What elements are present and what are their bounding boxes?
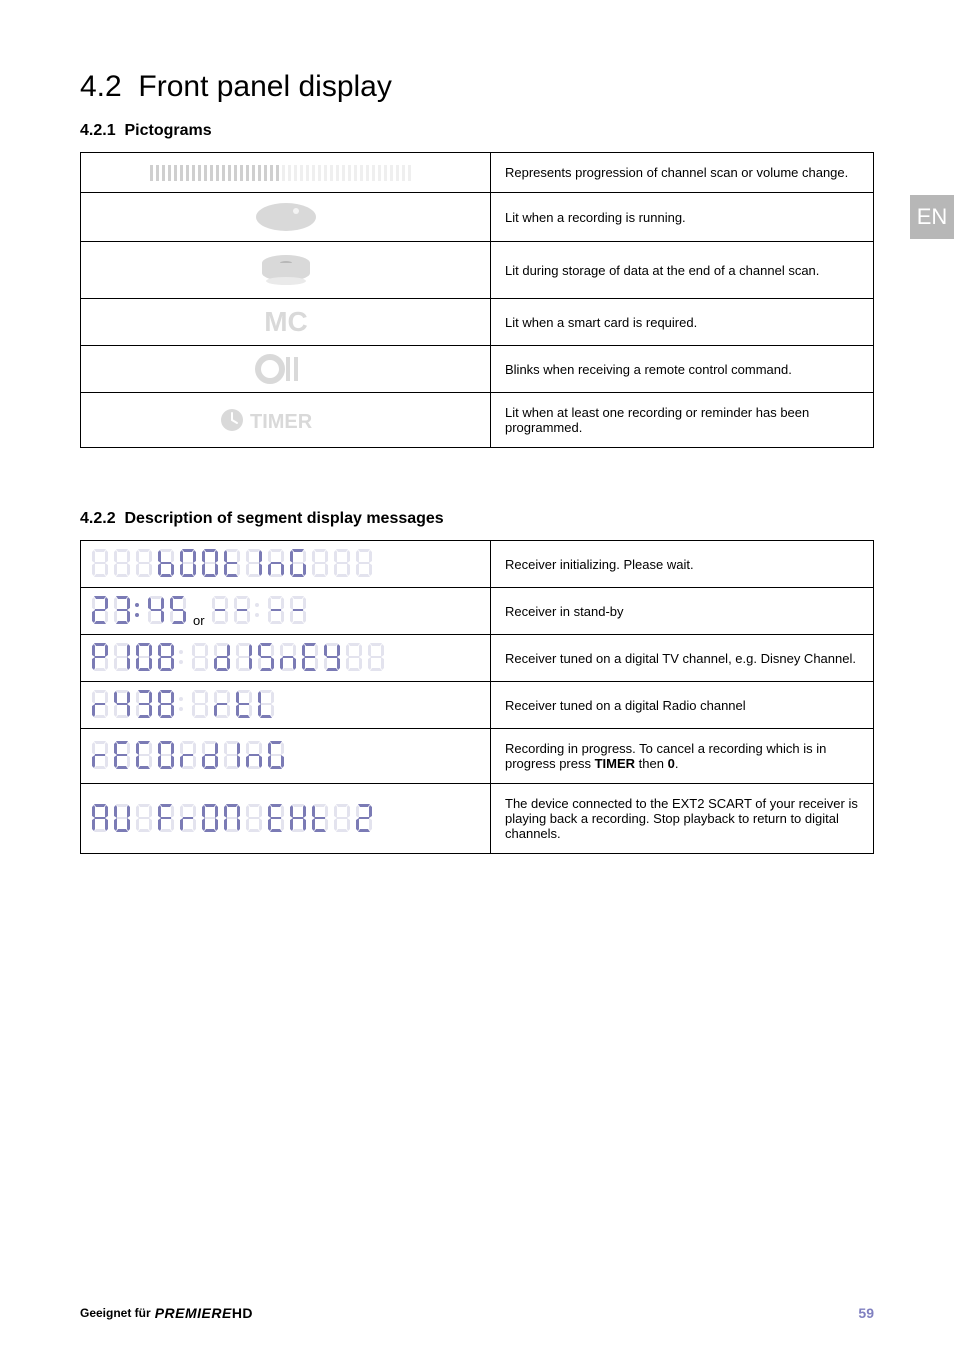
segment-display-cell	[81, 541, 491, 588]
segment-desc: Receiver tuned on a digital TV channel, …	[491, 635, 874, 682]
segment-char	[113, 547, 131, 579]
table-row: Lit when a recording is running.	[81, 193, 874, 242]
segment-char	[245, 739, 263, 771]
brand-name: PREMIERE	[155, 1305, 232, 1321]
segment-char	[157, 739, 175, 771]
section-title: 4.2 Front panel display	[80, 70, 874, 104]
segment-display-cell: or	[81, 588, 491, 635]
segment-display-cell	[81, 682, 491, 729]
segment-desc: Receiver tuned on a digital Radio channe…	[491, 682, 874, 729]
segments-table: Receiver initializing. Please wait. or R…	[80, 540, 874, 854]
pictograms-table: Represents progression of channel scan o…	[80, 152, 874, 448]
table-row: Receiver tuned on a digital Radio channe…	[81, 682, 874, 729]
pictogram-icon-cell	[81, 242, 491, 299]
segment-char	[179, 547, 197, 579]
pictogram-icon-cell: TIMER	[81, 393, 491, 448]
segment-desc: Recording in progress. To cancel a recor…	[491, 729, 874, 784]
table-row: Receiver tuned on a digital TV channel, …	[81, 635, 874, 682]
pictogram-icon-cell: MC	[81, 299, 491, 346]
segment-char	[91, 739, 109, 771]
footer-prefix: Geeignet für	[80, 1306, 151, 1320]
segment-desc: Receiver initializing. Please wait.	[491, 541, 874, 588]
segment-char	[135, 547, 153, 579]
table-row: or Receiver in stand-by	[81, 588, 874, 635]
segment-char	[179, 739, 197, 771]
subsection1-title: Pictograms	[124, 122, 211, 139]
svg-text:TIMER: TIMER	[250, 411, 313, 433]
table-row: Recording in progress. To cancel a recor…	[81, 729, 874, 784]
language-badge: EN	[910, 195, 954, 239]
svg-text:MC: MC	[264, 306, 308, 337]
segment-display-cell	[81, 784, 491, 854]
brand-suffix: HD	[232, 1305, 253, 1321]
section-number: 4.2	[80, 70, 122, 103]
segment-desc: The device connected to the EXT2 SCART o…	[491, 784, 874, 854]
subsection-pictograms: 4.2.1 Pictograms	[80, 122, 874, 140]
or-text: or	[187, 613, 211, 628]
pictogram-desc: Represents progression of channel scan o…	[491, 153, 874, 193]
segment-char	[223, 547, 241, 579]
table-row: Lit during storage of data at the end of…	[81, 242, 874, 299]
pictogram-desc: Lit when at least one recording or remin…	[491, 393, 874, 448]
table-row: Represents progression of channel scan o…	[81, 153, 874, 193]
footer-brand: PREMIEREHD	[155, 1305, 253, 1321]
segment-char	[267, 739, 285, 771]
footer-left: Geeignet für PREMIEREHD	[80, 1305, 253, 1321]
table-row: MC Lit when a smart card is required.	[81, 299, 874, 346]
subsection2-title: Description of segment display messages	[124, 510, 443, 527]
segment-desc: Receiver in stand-by	[491, 588, 874, 635]
table-row: Receiver initializing. Please wait.	[81, 541, 874, 588]
segment-char	[113, 739, 131, 771]
pictogram-desc: Lit when a smart card is required.	[491, 299, 874, 346]
pictogram-icon-cell	[81, 153, 491, 193]
segment-char	[135, 739, 153, 771]
segment-char	[245, 547, 263, 579]
segment-char	[201, 739, 219, 771]
segment-char	[289, 547, 307, 579]
segment-char	[223, 739, 241, 771]
segment-display-cell	[81, 729, 491, 784]
table-row: The device connected to the EXT2 SCART o…	[81, 784, 874, 854]
pictogram-desc: Blinks when receiving a remote control c…	[491, 346, 874, 393]
segment-char	[267, 547, 285, 579]
segment-display-cell	[81, 635, 491, 682]
pictogram-icon-cell	[81, 193, 491, 242]
pictogram-desc: Lit when a recording is running.	[491, 193, 874, 242]
table-row: Blinks when receiving a remote control c…	[81, 346, 874, 393]
section-title-text: Front panel display	[138, 70, 391, 103]
pictogram-desc: Lit during storage of data at the end of…	[491, 242, 874, 299]
pictogram-icon-cell	[81, 346, 491, 393]
subsection2-number: 4.2.2	[80, 510, 116, 527]
segment-char	[201, 547, 219, 579]
subsection1-number: 4.2.1	[80, 122, 116, 139]
segment-char	[157, 547, 175, 579]
segment-char	[333, 547, 351, 579]
segment-char	[91, 547, 109, 579]
table-row: TIMER Lit when at least one recording or…	[81, 393, 874, 448]
segment-char	[311, 547, 329, 579]
page-number: 59	[858, 1305, 874, 1321]
subsection-segments: 4.2.2 Description of segment display mes…	[80, 510, 874, 528]
segment-char	[355, 547, 373, 579]
page-footer: Geeignet für PREMIEREHD 59	[80, 1305, 874, 1321]
